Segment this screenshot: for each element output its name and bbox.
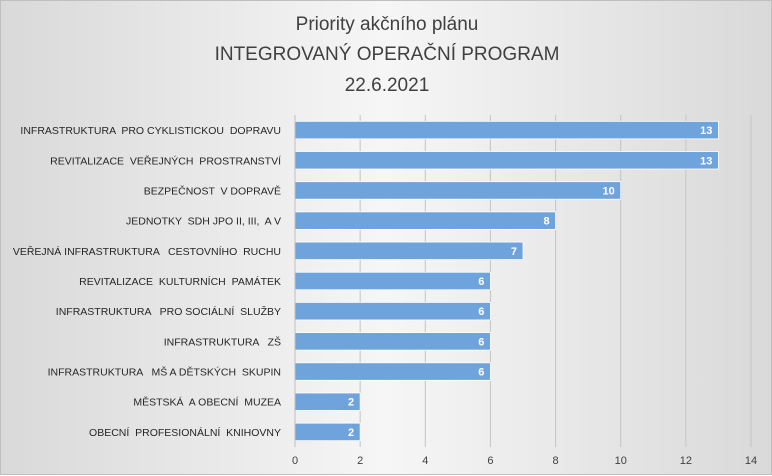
category-label: INFRASTRUKTURA MŠ A DĚTSKÝCH SKUPIN [48,366,281,379]
bar [294,120,719,140]
category-label: REVITALIZACE KULTURNÍCH PAMÁTEK [79,275,281,288]
x-tick-label: 4 [422,455,428,467]
bar [294,181,622,200]
chart-title-line-3: 22.6.2021 [344,75,430,96]
x-tick-label: 6 [487,455,493,467]
x-tick-label: 2 [357,455,363,467]
category-label: INFRASTRUKTURA PRO CYKLISTICKOU DOPRAVU [20,125,281,137]
bar [294,271,491,291]
category-label: BEZPEČNOST V DOPRAVĚ [144,184,281,197]
data-label: 13 [700,125,712,137]
bar [294,241,524,260]
data-label: 7 [511,246,517,258]
data-label: 6 [478,276,484,288]
category-label: INFRASTRUKTURA ZŠ [164,335,281,348]
category-label: MĚSTSKÁ A OBECNÍ MUZEA [133,396,281,409]
data-label: 10 [602,185,614,197]
chart-title-line-1: Priority akčního plánu [295,14,479,35]
category-label: REVITALIZACE VEŘEJNÝCH PROSTRANSTVÍ [50,154,281,167]
bar [294,211,556,230]
x-tick-label: 12 [680,455,692,467]
bar [294,332,491,351]
bar [294,151,719,170]
bar [294,362,491,381]
x-tick-label: 8 [553,455,559,467]
data-label: 6 [478,367,484,379]
data-label: 6 [478,306,484,318]
data-label: 2 [348,427,354,439]
bar [294,302,491,321]
x-tick-label: 10 [615,455,627,467]
data-label: 2 [348,397,354,409]
category-label: JEDNOTKY SDH JPO II, III, A V [126,216,281,228]
category-label: VEŘEJNÁ INFRASTRUKTURA CESTOVNÍHO RUCHU [13,245,281,258]
category-label: INFRASTRUKTURA PRO SOCIÁLNÍ SLUŽBY [56,305,281,318]
x-tick-label: 14 [745,455,757,467]
data-label: 8 [543,216,549,228]
data-label: 13 [700,155,712,167]
category-label: OBECNÍ PROFESIONÁLNÍ KNIHOVNY [89,426,281,439]
x-tick-label: 0 [292,455,298,467]
chart-title-line-2: INTEGROVANÝ OPERAČNÍ PROGRAM [214,44,560,65]
data-label: 6 [478,336,484,348]
